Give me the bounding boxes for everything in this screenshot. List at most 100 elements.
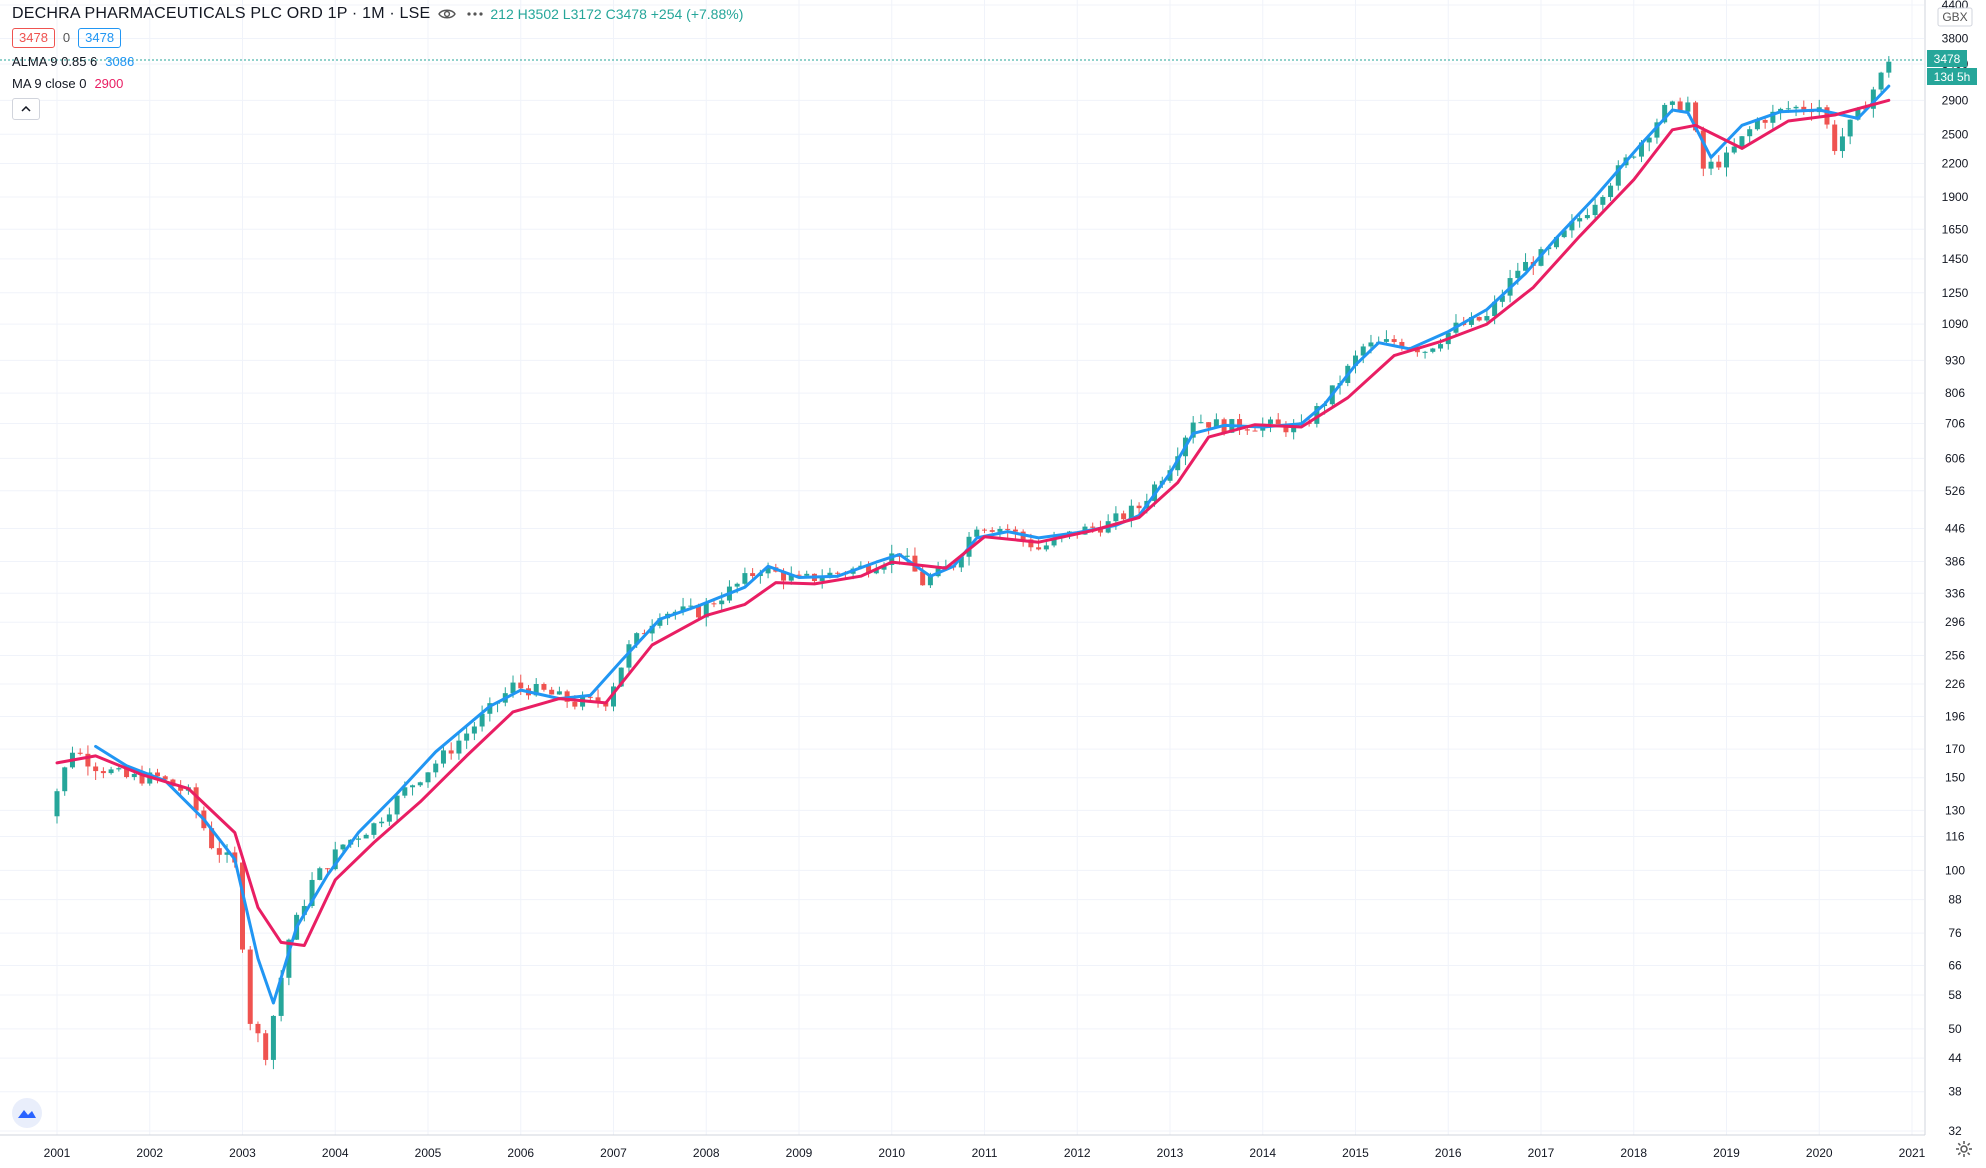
sell-price-box[interactable]: 3478: [12, 28, 55, 48]
x-tick-label: 2014: [1249, 1146, 1276, 1160]
candle-body: [255, 1023, 261, 1034]
candle-body: [448, 750, 454, 754]
candle-body: [804, 573, 810, 576]
candle-body: [1608, 185, 1614, 197]
gear-icon[interactable]: [1955, 1140, 1973, 1158]
y-tick-label: 170: [1945, 742, 1965, 756]
y-tick-label: 336: [1945, 586, 1965, 600]
candle-body: [711, 603, 717, 605]
candle-body: [162, 776, 168, 780]
tradingview-logo[interactable]: [12, 1098, 42, 1128]
candle-body: [1252, 430, 1258, 432]
candle-body: [873, 569, 879, 574]
x-tick-label: 2009: [786, 1146, 813, 1160]
candle-body: [1577, 218, 1583, 222]
candle-body: [325, 868, 331, 870]
y-tick-label: 150: [1945, 771, 1965, 785]
candle-body: [835, 572, 841, 574]
x-tick-label: 2011: [972, 1146, 998, 1160]
candle-body: [1716, 161, 1722, 168]
ma-value: 2900: [94, 76, 124, 91]
buy-price-box[interactable]: 3478: [78, 28, 122, 48]
candle-body: [920, 571, 926, 586]
x-tick-label: 2005: [415, 1146, 442, 1160]
candle-body: [1801, 106, 1807, 111]
candle-body: [556, 691, 562, 695]
candle-body: [394, 795, 400, 815]
x-tick-label: 2019: [1713, 1146, 1740, 1160]
currency-label: GBX: [1942, 10, 1967, 24]
y-tick-label: 526: [1945, 484, 1965, 498]
candle-body: [54, 791, 60, 817]
y-tick-label: 706: [1945, 416, 1965, 430]
candle-body: [719, 600, 725, 605]
candle-body: [301, 905, 307, 915]
candle-body: [1677, 101, 1683, 112]
candle-body: [263, 1033, 269, 1060]
x-tick-label: 2020: [1806, 1146, 1833, 1160]
candle-body: [611, 686, 616, 707]
ohlc-values: 212 H3502 L3172 C3478 +254 (+7.88%): [490, 6, 744, 22]
x-tick-label: 2013: [1157, 1146, 1184, 1160]
candle-body: [332, 849, 338, 870]
currency-badge[interactable]: [1937, 7, 1973, 27]
chart-legend: DECHRA PHARMACEUTICALS PLC ORD 1P · 1M ·…: [12, 4, 743, 120]
candle-body: [1391, 339, 1397, 342]
candle-body: [1484, 316, 1490, 321]
candle-body: [270, 1015, 276, 1060]
candle-body: [1206, 422, 1212, 428]
candle-body: [1036, 547, 1042, 550]
y-tick-label: 32: [1948, 1124, 1962, 1138]
candle-body: [1724, 152, 1729, 168]
candle-body: [1855, 108, 1861, 120]
x-tick-label: 2021: [1899, 1146, 1926, 1160]
candle-body: [278, 977, 284, 1016]
candle-body: [386, 814, 392, 822]
candle-body: [108, 769, 114, 774]
ma-label[interactable]: MA 9 close 0: [12, 76, 87, 91]
candle-body: [989, 530, 995, 532]
y-tick-label: 1250: [1942, 286, 1969, 300]
candle-body: [1353, 355, 1358, 366]
candle-body: [224, 852, 230, 855]
price-axis[interactable]: [1925, 0, 1986, 1135]
candle-body: [379, 821, 385, 824]
y-tick-label: 3800: [1942, 32, 1969, 46]
candle-body: [309, 879, 315, 906]
candle-body: [1669, 101, 1675, 105]
candle-body: [1244, 429, 1250, 431]
more-icon[interactable]: [464, 4, 486, 24]
candle-body: [1291, 424, 1297, 433]
candle-body: [1615, 165, 1621, 186]
y-tick-label: 1650: [1942, 222, 1969, 236]
candle-body: [1832, 124, 1838, 152]
countdown-text: 13d 5h: [1934, 70, 1971, 84]
x-tick-label: 2015: [1342, 1146, 1369, 1160]
candle-body: [595, 697, 601, 703]
candle-body: [464, 733, 470, 741]
countdown-badge: [1927, 68, 1977, 85]
candle-body: [881, 565, 887, 570]
candle-body: [750, 573, 756, 577]
candle-body: [1561, 230, 1567, 238]
alma-label[interactable]: ALMA 9 0.85 6: [12, 54, 98, 69]
candle-body: [1190, 422, 1196, 438]
collapse-legend-button[interactable]: [12, 98, 40, 120]
symbol-title[interactable]: DECHRA PHARMACEUTICALS PLC ORD 1P · 1M ·…: [12, 5, 431, 22]
x-tick-label: 2001: [44, 1146, 71, 1160]
wave-logo-icon: [18, 1110, 36, 1118]
last-price-badge: [1927, 50, 1967, 67]
candle-body: [1121, 513, 1127, 520]
candle-body: [1383, 339, 1389, 342]
candle-body: [1553, 237, 1559, 248]
candle-body: [904, 555, 910, 557]
ma-line: [55, 98, 1891, 947]
time-axis[interactable]: [0, 1135, 1986, 1168]
candle-body: [734, 583, 740, 587]
candle-body: [982, 529, 987, 531]
candle-body: [456, 740, 462, 754]
candle-body: [1314, 406, 1320, 424]
candle-body: [1762, 120, 1768, 123]
eye-icon[interactable]: [436, 4, 458, 24]
